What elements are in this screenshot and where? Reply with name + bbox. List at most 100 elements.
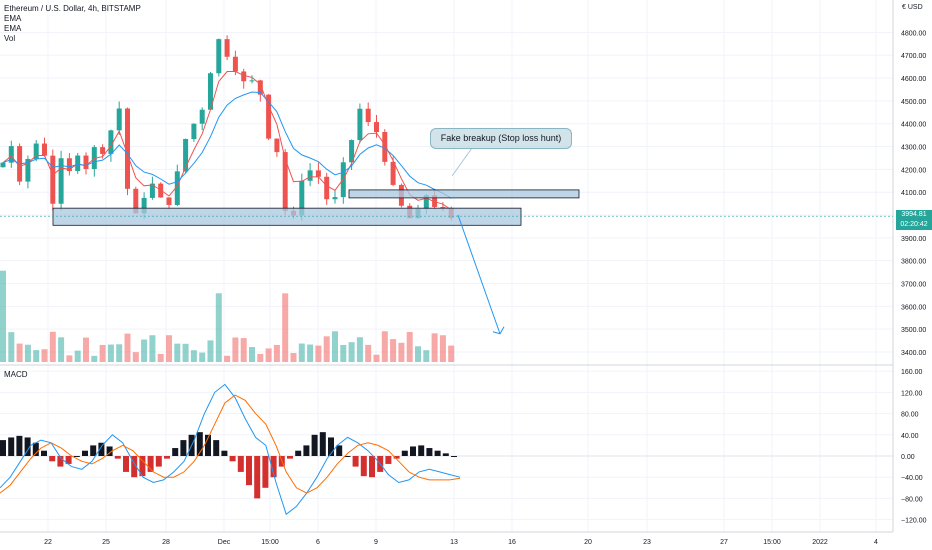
volume-bar <box>273 345 280 362</box>
macd-tick-label: 0.00 <box>901 454 915 461</box>
price-tick-label: 4300.00 <box>901 145 926 152</box>
time-tick-label: 25 <box>102 539 110 546</box>
macd-histogram-bar <box>336 445 343 456</box>
price-tick-label: 3900.00 <box>901 236 926 243</box>
macd-histogram-bar <box>270 456 277 478</box>
volume-bar <box>132 352 139 362</box>
macd-histogram-bar <box>418 445 425 456</box>
last-price: 3994.81 <box>901 211 927 218</box>
macd-histogram-bar <box>254 456 261 499</box>
candle-body <box>191 123 197 140</box>
volume-bar <box>116 344 123 362</box>
volume-bar <box>332 331 338 362</box>
candle-body <box>249 80 255 82</box>
time-tick-label: 15:00 <box>261 539 279 546</box>
macd-histogram-bar <box>147 456 154 472</box>
macd-histogram-bar <box>180 440 187 456</box>
candle-body <box>50 155 56 204</box>
candle-body <box>332 197 338 200</box>
macd-histogram-bar <box>139 456 146 477</box>
macd-histogram-bar <box>303 445 310 456</box>
volume-bar <box>8 332 15 362</box>
price-tick-label: 4700.00 <box>901 53 926 60</box>
macd-histogram-bar <box>229 456 236 462</box>
macd-histogram-bar <box>32 442 39 456</box>
symbol-title[interactable]: Ethereum / U.S. Dollar, 4h, BITSTAMP <box>4 4 141 13</box>
candle-body <box>266 94 272 139</box>
time-tick-label: 28 <box>162 539 170 546</box>
macd-histogram-bar <box>385 456 392 464</box>
macd-histogram-bar <box>369 456 375 478</box>
candle-body <box>125 108 130 189</box>
macd-histogram-bar <box>262 456 269 488</box>
price-tick-label: 3700.00 <box>901 282 926 289</box>
volume-bar <box>91 355 98 362</box>
candle-body <box>382 132 388 162</box>
ema-lines <box>2 71 452 211</box>
macd-histogram-bar <box>82 450 88 456</box>
projection-arrow[interactable] <box>457 214 505 335</box>
candle-body <box>116 108 122 131</box>
macd-histogram-bar <box>213 440 220 456</box>
candle-body <box>216 39 222 74</box>
macd-histogram-bar <box>221 450 228 456</box>
price-tick-label: 4100.00 <box>901 190 926 197</box>
annotation-callout[interactable]: Fake breakup (Stop loss hunt) <box>430 128 572 149</box>
volume-bar <box>232 337 239 362</box>
macd-histogram-bar <box>164 456 170 459</box>
volume-bar <box>348 342 355 362</box>
candle-body <box>315 170 321 177</box>
volume-bar <box>182 343 189 362</box>
macd-histogram-bar <box>295 450 302 456</box>
candle-body <box>133 188 139 214</box>
volume-bar <box>415 346 421 362</box>
countdown: 02:20:42 <box>900 221 928 228</box>
chart-legend: Ethereum / U.S. Dollar, 4h, BITSTAMP EMA… <box>4 4 141 44</box>
ema-legend-1[interactable]: EMA <box>4 14 22 23</box>
macd-pane <box>0 383 893 516</box>
macd-label: MACD <box>4 370 28 379</box>
volume-bars <box>0 270 455 362</box>
demand-zone <box>52 207 522 226</box>
macd-histogram-bar <box>287 456 293 459</box>
time-tick-label: 20 <box>584 539 592 546</box>
volume-bar <box>448 345 455 362</box>
volume-legend[interactable]: Vol <box>4 34 16 43</box>
volume-bar <box>390 339 397 362</box>
macd-histogram-bar <box>401 450 408 456</box>
volume-bar <box>423 350 430 362</box>
macd-histogram-bar <box>131 456 138 478</box>
time-tick-label: 16 <box>508 539 516 546</box>
macd-tick-label: 120.00 <box>901 390 923 397</box>
candle-body <box>257 80 263 95</box>
time-tick-label: 15:00 <box>763 539 781 546</box>
projection-line <box>457 214 501 334</box>
macd-tick-label: 160.00 <box>901 369 923 376</box>
arrow-head-icon <box>492 326 505 335</box>
macd-histogram-bar <box>90 445 97 456</box>
time-tick-label: 13 <box>450 539 458 546</box>
macd-histogram-bar <box>49 456 56 462</box>
price-tick-label: 3400.00 <box>901 350 926 357</box>
candle-body <box>183 139 189 172</box>
macd-histogram-bar <box>246 456 252 486</box>
currency-label[interactable]: € USD <box>902 4 923 11</box>
ema-legend-2[interactable]: EMA <box>4 24 22 33</box>
volume-bar <box>298 343 305 362</box>
candle-body <box>423 195 429 209</box>
volume-bar <box>157 353 164 362</box>
macd-histogram-bar <box>451 456 457 457</box>
support-resistance-zones[interactable] <box>52 147 580 226</box>
candle-body <box>25 158 31 182</box>
time-tick-label: 6 <box>316 539 320 546</box>
volume-bar <box>41 349 48 362</box>
macd-histogram-bar <box>442 453 449 456</box>
currency-code: USD <box>907 4 923 11</box>
macd-histogram-bar <box>434 450 441 456</box>
volume-bar <box>24 344 31 362</box>
volume-bar <box>99 344 106 362</box>
volume-bar <box>406 332 413 362</box>
time-tick-label: 22 <box>44 539 52 546</box>
